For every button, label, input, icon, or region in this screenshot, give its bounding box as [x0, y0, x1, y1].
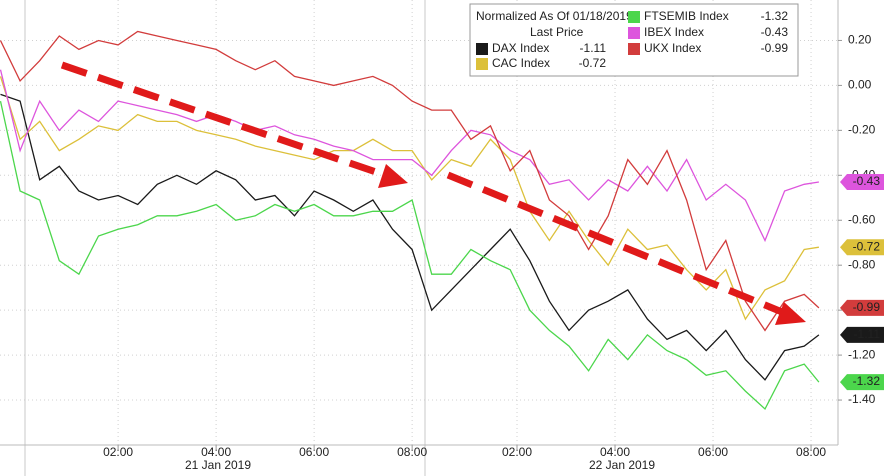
legend-value: -1.11 — [580, 41, 607, 55]
series-line — [0, 69, 820, 243]
legend-swatch — [628, 27, 640, 39]
legend-value: -0.99 — [761, 41, 789, 55]
last-value-label: -0.43 — [853, 174, 881, 188]
series-line — [0, 93, 820, 381]
y-tick-label: -0.20 — [848, 123, 876, 137]
arrow-shaft — [60, 61, 387, 179]
legend: Normalized As Of 01/18/2019 Last Price D… — [469, 3, 799, 77]
y-tick-label: -1.20 — [848, 347, 876, 361]
axis-labels: 0.200.00-0.20-0.40-0.60-0.80-1.00-1.20-1… — [103, 33, 876, 460]
legend-value: -0.72 — [579, 56, 607, 70]
legend-swatch — [476, 58, 488, 70]
last-value-tag — [840, 326, 884, 343]
x-tick-label: 02:00 — [502, 445, 532, 459]
y-tick-label: -0.60 — [848, 212, 876, 226]
y-tick-label: 0.00 — [848, 78, 872, 92]
last-value-tag — [840, 374, 884, 391]
legend-value: -0.43 — [761, 25, 789, 39]
legend-swatch — [628, 43, 640, 55]
legend-title: Normalized As Of 01/18/2019 — [476, 9, 633, 23]
date-label: 21 Jan 2019 — [185, 458, 251, 472]
arrow-shaft — [446, 171, 784, 316]
y-tick-label: -0.80 — [848, 257, 876, 271]
x-tick-label: 02:00 — [103, 445, 133, 459]
legend-label: FTSEMIB Index — [644, 9, 729, 23]
legend-subtitle: Last Price — [530, 25, 584, 39]
legend-label: DAX Index — [492, 41, 549, 55]
y-tick-label: -1.40 — [848, 392, 876, 406]
arrow-head — [378, 164, 408, 188]
legend-label: UKX Index — [644, 41, 701, 55]
last-value-tag — [840, 299, 884, 316]
x-tick-label: 04:00 — [201, 445, 231, 459]
x-tick-label: 06:00 — [299, 445, 329, 459]
x-tick-label: 08:00 — [397, 445, 427, 459]
legend-value: -1.32 — [761, 9, 789, 23]
date-label: 22 Jan 2019 — [589, 458, 655, 472]
legend-label: CAC Index — [492, 56, 550, 70]
series-line — [0, 30, 820, 332]
x-tick-label: 06:00 — [698, 445, 728, 459]
last-value-label: -0.72 — [853, 239, 881, 253]
y-tick-label: 0.20 — [848, 33, 872, 47]
lines — [0, 30, 820, 411]
series-line — [0, 76, 820, 321]
legend-swatch — [476, 43, 488, 55]
last-value-label: -1.11 — [854, 327, 881, 341]
legend-swatch — [628, 11, 640, 23]
trend-arrows — [60, 61, 806, 325]
arrow-head — [775, 302, 806, 325]
last-value-tag — [840, 174, 884, 191]
x-tick-label: 08:00 — [796, 445, 826, 459]
last-value-tag — [840, 239, 884, 256]
last-value-tags: -1.11 -0.72 -1.32 -0.43 -0.99 — [840, 174, 884, 391]
legend-label: IBEX Index — [644, 25, 704, 39]
last-value-label: -0.99 — [853, 300, 881, 314]
x-tick-label: 04:00 — [600, 445, 630, 459]
last-value-label: -1.32 — [853, 374, 881, 388]
series-line — [0, 100, 820, 411]
